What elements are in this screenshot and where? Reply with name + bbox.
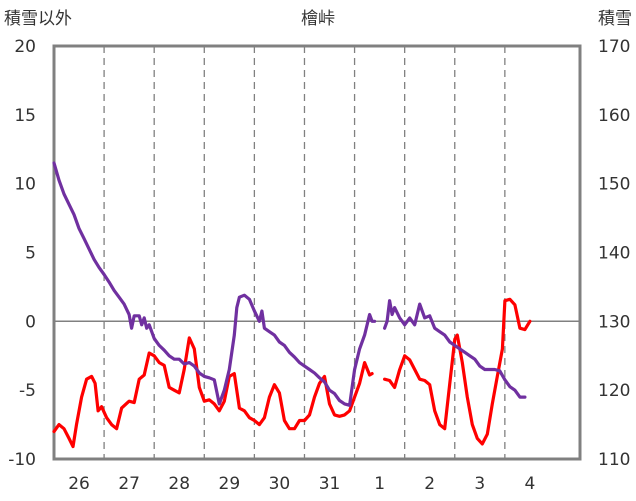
- left-tick-label: -5: [19, 381, 36, 401]
- x-tick-label: 30: [269, 474, 291, 494]
- x-tick-label: 3: [474, 474, 485, 494]
- left-tick-label: 20: [14, 37, 36, 57]
- right-tick-label: 120: [598, 381, 630, 401]
- right-tick-labels: 170 160 150 140 130 120 110: [598, 37, 630, 470]
- x-tick-label: 2: [424, 474, 435, 494]
- series-layer: [52, 161, 532, 449]
- right-tick-label: 160: [598, 106, 630, 126]
- x-tick-label: 28: [168, 474, 190, 494]
- grid: [103, 46, 506, 459]
- series-line-other: [383, 297, 532, 446]
- x-tick-label: 29: [219, 474, 241, 494]
- left-tick-label: 0: [25, 312, 36, 332]
- right-tick-label: 110: [598, 450, 630, 470]
- left-axis-label: 積雪以外: [4, 9, 72, 29]
- x-tick-label: 27: [118, 474, 140, 494]
- chart-title: 檜峠: [301, 8, 335, 29]
- left-tick-labels: 20 15 10 5 0 -5 -10: [8, 37, 36, 470]
- right-tick-label: 130: [598, 312, 630, 332]
- left-tick-label: 10: [14, 175, 36, 195]
- x-tick-label: 31: [319, 474, 341, 494]
- right-tick-label: 170: [598, 37, 630, 57]
- plot-area: [52, 44, 582, 461]
- x-tick-label: 4: [524, 474, 535, 494]
- left-tick-label: 15: [14, 106, 36, 126]
- x-tick-label: 26: [68, 474, 90, 494]
- right-tick-label: 150: [598, 175, 630, 195]
- series-line-snow: [52, 161, 377, 407]
- right-tick-label: 140: [598, 244, 630, 264]
- right-axis-label: 積雪: [598, 9, 632, 29]
- series-line-snow: [383, 299, 527, 399]
- x-tick-label: 1: [374, 474, 385, 494]
- left-tick-label: 5: [25, 244, 36, 264]
- x-tick-labels: 26 27 28 29 30 31 1 2 3 4: [68, 474, 535, 494]
- series-line-other: [52, 336, 374, 449]
- left-tick-label: -10: [8, 450, 36, 470]
